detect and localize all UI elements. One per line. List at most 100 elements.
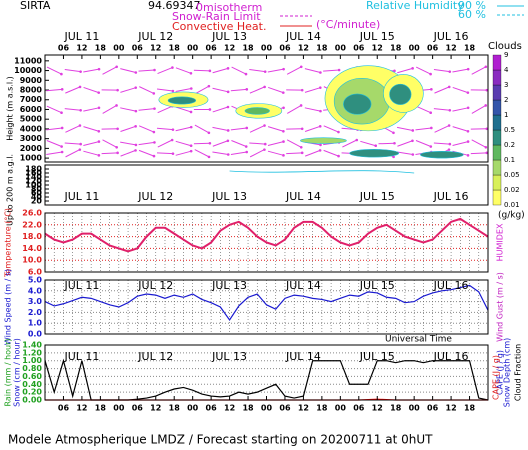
wind-arrow bbox=[304, 107, 321, 112]
wind-arrow-head bbox=[318, 86, 322, 89]
footer: Modele Atmospherique LMDZ / Forecast sta… bbox=[8, 433, 433, 447]
wind-arrow-head bbox=[263, 148, 266, 151]
wind-arrow bbox=[102, 105, 117, 114]
day-label: JUL 13 bbox=[211, 279, 247, 292]
wind-arrow bbox=[156, 88, 173, 92]
x-tick-label: 06 bbox=[206, 404, 218, 413]
x-tick-label: 12 bbox=[150, 404, 161, 413]
wind-arrow-head bbox=[319, 71, 322, 74]
y-tick-label: 60 bbox=[31, 189, 43, 198]
wind-arrow-head bbox=[189, 71, 193, 75]
wind-arrow bbox=[46, 127, 63, 131]
wind-arrow-head bbox=[97, 67, 101, 71]
isotherm-legend: 0misotherm bbox=[196, 1, 262, 14]
axis-label: Snow (cm / hour) bbox=[13, 338, 22, 407]
colorbar-label: 2 bbox=[504, 96, 508, 104]
colorbar-band bbox=[492, 99, 502, 116]
wind-arrow-head bbox=[355, 138, 359, 142]
y-tick-label: 1.0 bbox=[28, 319, 43, 328]
wind-arrow bbox=[230, 151, 247, 155]
wind-arrow bbox=[304, 68, 321, 73]
x-tick-label: 00 bbox=[261, 404, 273, 413]
wind-arrow bbox=[101, 152, 118, 155]
rh-legend: Relative Humidity bbox=[366, 0, 464, 12]
x-tick-label: 12 bbox=[224, 404, 235, 413]
wind-arrow bbox=[46, 66, 62, 75]
wind-arrow-head bbox=[318, 125, 322, 128]
wind-arrow-head bbox=[189, 149, 193, 153]
y-tick-label: 6000 bbox=[20, 105, 43, 114]
wind-arrow bbox=[378, 142, 395, 145]
y-tick-label: 2000 bbox=[20, 144, 43, 153]
x-tick-label: 12 bbox=[150, 44, 161, 53]
x-tick-label: 00 bbox=[261, 44, 273, 53]
wind-arrow-head bbox=[116, 88, 119, 92]
wind-arrow bbox=[156, 152, 173, 155]
wind-arrow-head bbox=[116, 127, 119, 131]
wind-arrow-head bbox=[429, 111, 433, 115]
x-tick-label: 00 bbox=[409, 44, 421, 53]
x-tick-label: 00 bbox=[113, 44, 125, 53]
wind-arrow bbox=[138, 149, 155, 157]
wind-arrow bbox=[286, 66, 302, 75]
wind-arrow-head bbox=[319, 109, 322, 113]
x-tick-label: 12 bbox=[446, 44, 457, 53]
x-tick-label: 06 bbox=[58, 404, 70, 413]
wind-arrow-head bbox=[79, 70, 82, 73]
day-label: JUL 15 bbox=[359, 279, 395, 292]
snow-rain-legend: Snow-Rain Limit bbox=[172, 10, 261, 23]
wind-arrow-head bbox=[282, 129, 285, 133]
wind-arrow-head bbox=[466, 129, 470, 133]
wind-arrow bbox=[212, 67, 229, 74]
wind-arrow-head bbox=[485, 151, 489, 155]
day-label: JUL 16 bbox=[433, 30, 469, 43]
wind-arrow-head bbox=[189, 125, 193, 129]
axis-label: Snow Depth (cm) bbox=[503, 338, 512, 407]
wind-arrow-head bbox=[78, 85, 82, 89]
wind-arrow bbox=[434, 125, 450, 133]
plot-frame bbox=[44, 279, 489, 335]
wind-arrow-head bbox=[78, 124, 82, 127]
wind-arrow-head bbox=[244, 145, 248, 148]
y-tick-label: 9000 bbox=[20, 76, 43, 85]
wind-arrow-head bbox=[485, 127, 489, 131]
wind-arrow bbox=[212, 126, 229, 131]
wind-arrow-head bbox=[300, 88, 304, 92]
y-tick-label: 0.00 bbox=[22, 396, 42, 405]
wind-arrow bbox=[156, 127, 173, 131]
wind-arrow bbox=[452, 86, 469, 94]
wind-arrow-head bbox=[429, 145, 433, 148]
y-tick-label: 0.0 bbox=[28, 330, 43, 339]
wind-arrow-head bbox=[79, 142, 82, 146]
y-tick-label: 10000 bbox=[14, 66, 42, 75]
wind-arrow bbox=[342, 139, 357, 148]
y-tick-label: 11000 bbox=[14, 56, 42, 65]
wind-arrow bbox=[286, 152, 303, 155]
wind-arrow bbox=[102, 66, 117, 75]
cloud-patch bbox=[244, 107, 270, 115]
y-tick-label: 18.0 bbox=[22, 232, 42, 241]
wind-arrow bbox=[304, 125, 321, 133]
day-label: JUL 11 bbox=[63, 350, 99, 363]
wind-arrow bbox=[212, 87, 229, 93]
x-tick-label: 18 bbox=[316, 404, 328, 413]
axis-label: Up to 200 m a.g.l. bbox=[6, 154, 15, 226]
wind-arrow bbox=[175, 88, 192, 93]
wind-arrow bbox=[65, 125, 81, 133]
day-label: JUL 15 bbox=[359, 350, 395, 363]
day-label: JUL 16 bbox=[433, 350, 469, 363]
axis-label: CAPE (J / g) bbox=[492, 355, 501, 400]
y-tick-label: 0.60 bbox=[22, 372, 42, 381]
wind-arrow bbox=[139, 86, 154, 94]
axis-label: Cloud Fraction bbox=[514, 344, 523, 401]
wind-arrow-head bbox=[393, 69, 396, 73]
wind-arrow bbox=[249, 142, 266, 145]
wind-arrow bbox=[120, 149, 136, 157]
plot-frame bbox=[44, 164, 489, 206]
y-tick-label: 160 bbox=[25, 169, 42, 178]
colorbar-label: 9 bbox=[504, 51, 508, 59]
wind-arrow bbox=[102, 139, 117, 148]
y-tick-label: 10.0 bbox=[22, 256, 42, 265]
y-tick-label: 20 bbox=[31, 197, 43, 206]
y-tick-label: 140 bbox=[25, 173, 42, 182]
